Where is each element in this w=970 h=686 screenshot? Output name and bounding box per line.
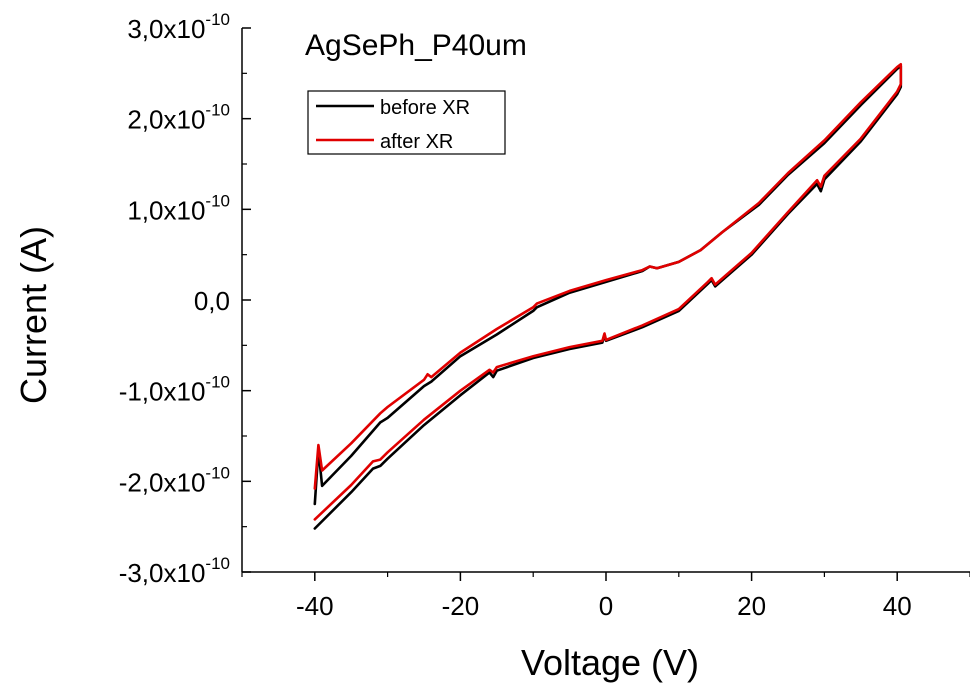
legend: before XR after XR — [308, 91, 505, 154]
x-tick-label: 20 — [737, 591, 766, 621]
x-tick-label: -40 — [296, 591, 334, 621]
legend-label-before-xr: before XR — [380, 97, 470, 119]
y-tick-label: 3,0x10-10 — [127, 10, 230, 44]
y-tick-label: -3,0x10-10 — [119, 554, 230, 588]
y-tick-label: 1,0x10-10 — [127, 191, 230, 225]
x-axis-label: Voltage (V) — [521, 642, 699, 683]
legend-label-after-xr: after XR — [380, 131, 453, 153]
y-tick-label: 2,0x10-10 — [127, 101, 230, 135]
tick-labels: -3,0x10-10 -2,0x10-10 -1,0x10-10 0,0 1,0x10-… — [119, 10, 912, 621]
y-axis-label: Current (A) — [13, 226, 54, 404]
x-tick-label: 40 — [883, 591, 912, 621]
chart-title: AgSePh_P40um — [305, 29, 527, 62]
x-tick-label: 0 — [599, 591, 613, 621]
y-tick-label: -1,0x10-10 — [119, 373, 230, 407]
y-tick-label: -2,0x10-10 — [119, 463, 230, 497]
x-tick-label: -20 — [442, 591, 480, 621]
y-tick-label: 0,0 — [194, 286, 230, 316]
